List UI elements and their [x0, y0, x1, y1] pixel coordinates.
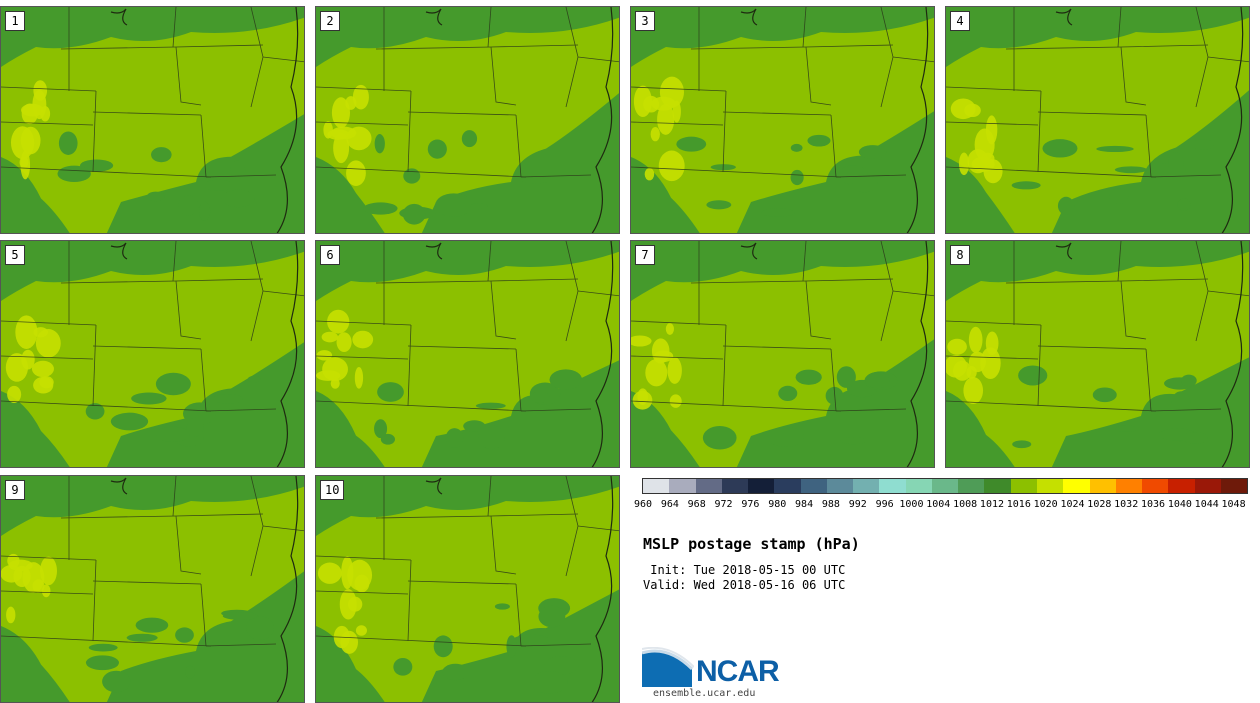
- colorbar-tick-label: 1024: [1060, 499, 1085, 510]
- colorbar-swatch: [1142, 479, 1169, 493]
- colorbar-swatch: [1036, 479, 1064, 493]
- colorbar-tick-label: 988: [821, 499, 840, 510]
- panel-number-label: 7: [635, 245, 655, 265]
- colorbar-swatch: [1115, 479, 1143, 493]
- colorbar-swatch: [1220, 479, 1248, 493]
- colorbar-swatch: [748, 479, 775, 493]
- colorbar-tick-label: 972: [714, 499, 733, 510]
- colorbar-swatch: [905, 479, 932, 493]
- map-panel-5: 5: [0, 240, 305, 468]
- colorbar-tick-label: 980: [768, 499, 787, 510]
- mslp-map: [946, 7, 1249, 233]
- colorbar-swatch: [879, 479, 906, 493]
- mslp-map: [316, 476, 619, 702]
- map-panel-9: 9: [0, 475, 305, 703]
- map-panel-2: 2: [315, 6, 620, 234]
- colorbar-tick-label: 1020: [1033, 499, 1058, 510]
- ncar-logo[interactable]: NCAR ensemble.ucar.edu: [642, 645, 842, 703]
- panel-number-label: 2: [320, 11, 340, 31]
- colorbar-tick-label: 1004: [926, 499, 951, 510]
- colorbar-swatch: [853, 479, 880, 493]
- colorbar-tick-label: 1032: [1114, 499, 1139, 510]
- colorbar-swatch: [669, 479, 696, 493]
- colorbar-tick-label: 1044: [1194, 499, 1219, 510]
- panel-number-label: 8: [950, 245, 970, 265]
- colorbar-swatch: [800, 479, 827, 493]
- colorbar-swatch: [1089, 479, 1116, 493]
- colorbar-swatch: [1168, 479, 1195, 493]
- ensemble-url[interactable]: ensemble.ucar.edu: [653, 688, 756, 699]
- colorbar-tick-labels: 960 964 968 972 976 980 984 988 992 996 1000 1004 10…: [634, 499, 1248, 513]
- colorbar-tick-label: 968: [687, 499, 706, 510]
- panel-number-label: 4: [950, 11, 970, 31]
- colorbar-tick-label: 1012: [979, 499, 1005, 510]
- mslp-map: [631, 241, 934, 467]
- map-panel-8: 8: [945, 240, 1250, 468]
- ncar-logo-icon: [642, 647, 694, 687]
- colorbar-tick-label: 976: [741, 499, 760, 510]
- map-panel-10: 10: [315, 475, 620, 703]
- colorbar-swatch: [695, 479, 722, 493]
- colorbar-swatch: [1010, 479, 1037, 493]
- init-time: Init: Tue 2018-05-15 00 UTC: [643, 563, 846, 577]
- ncar-logo-text: NCAR: [696, 655, 780, 688]
- panel-number-label: 6: [320, 245, 340, 265]
- mslp-map: [1, 476, 304, 702]
- colorbar-swatch: [774, 479, 801, 493]
- panel-number-label: 3: [635, 11, 655, 31]
- map-panel-3: 3: [630, 6, 935, 234]
- colorbar-tick-label: 992: [848, 499, 867, 510]
- colorbar-swatch: [1063, 479, 1090, 493]
- map-panel-1: 1: [0, 6, 305, 234]
- colorbar-tick-label: 1000: [899, 499, 924, 510]
- valid-time: Valid: Wed 2018-05-16 06 UTC: [643, 578, 846, 592]
- colorbar-swatch: [958, 479, 985, 493]
- mslp-map: [1, 7, 304, 233]
- map-panel-7: 7: [630, 240, 935, 468]
- mslp-map: [1, 241, 304, 467]
- colorbar-tick-label: 1028: [1087, 499, 1112, 510]
- colorbar-swatch: [826, 479, 854, 493]
- colorbar-tick-label: 1048: [1221, 499, 1246, 510]
- mslp-map: [631, 7, 934, 233]
- colorbar-swatch: [1194, 479, 1221, 493]
- map-panel-4: 4: [945, 6, 1250, 234]
- map-panel-6: 6: [315, 240, 620, 468]
- panel-number-label: 9: [5, 480, 25, 500]
- panel-number-label: 1: [5, 11, 25, 31]
- colorbar-swatch: [721, 479, 749, 493]
- colorbar-tick-label: 960: [633, 499, 653, 510]
- colorbar-swatches: [642, 478, 1248, 494]
- colorbar-tick-label: 1016: [1006, 499, 1031, 510]
- mslp-map: [316, 241, 619, 467]
- colorbar-tick-label: 1036: [1140, 499, 1166, 510]
- panel-number-label: 5: [5, 245, 25, 265]
- colorbar-swatch: [643, 479, 670, 493]
- colorbar-tick-label: 984: [795, 499, 814, 510]
- colorbar-tick-label: 1008: [953, 499, 978, 510]
- colorbar-tick-label: 1040: [1167, 499, 1192, 510]
- colorbar-tick-label: 996: [875, 499, 894, 510]
- colorbar-tick-label: 964: [660, 499, 679, 510]
- mslp-map: [946, 241, 1249, 467]
- colorbar-swatch: [931, 479, 959, 493]
- colorbar-swatch: [984, 479, 1011, 493]
- panel-number-label: 10: [320, 480, 345, 500]
- product-title: MSLP postage stamp (hPa): [643, 535, 860, 553]
- mslp-map: [316, 7, 619, 233]
- pressure-colorbar: 960 964 968 972 976 980 984 988 992 996 1000 1004 10…: [634, 478, 1248, 518]
